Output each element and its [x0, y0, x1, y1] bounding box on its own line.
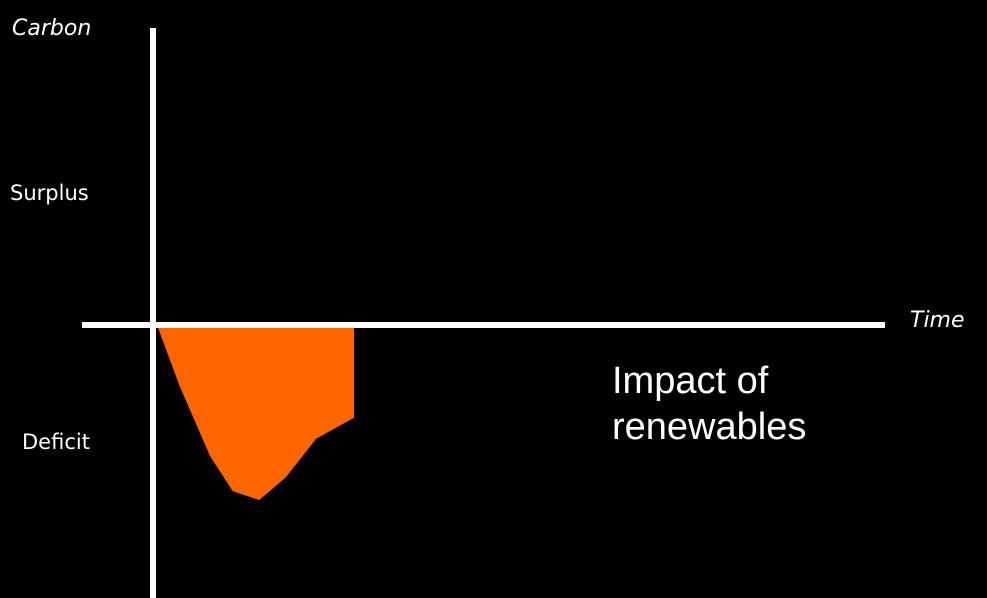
y-axis-label: Carbon	[12, 16, 91, 41]
annotation-line-1: Impact of	[612, 360, 769, 402]
area-layer	[157, 325, 355, 500]
annotation-line-2: renewables	[612, 406, 807, 448]
annotation-text: Impact of renewables	[612, 358, 892, 450]
deficit-area-0	[157, 325, 355, 500]
x-axis-label: Time	[910, 308, 965, 333]
deficit-label: Deficit	[22, 430, 90, 454]
surplus-label: Surplus	[10, 181, 89, 205]
